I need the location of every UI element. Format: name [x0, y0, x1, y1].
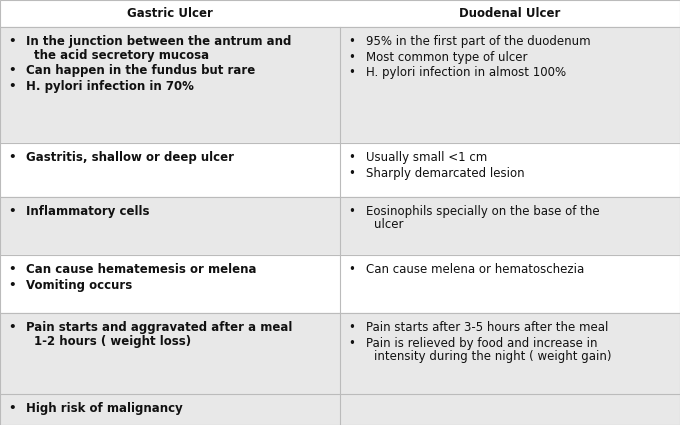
Text: •: •	[348, 205, 355, 218]
Text: •: •	[348, 35, 355, 48]
Text: 95% in the first part of the duodenum: 95% in the first part of the duodenum	[366, 35, 591, 48]
Text: Can cause hematemesis or melena: Can cause hematemesis or melena	[26, 263, 256, 276]
Text: Can cause melena or hematoschezia: Can cause melena or hematoschezia	[366, 263, 584, 276]
Text: 1-2 hours ( weight loss): 1-2 hours ( weight loss)	[34, 335, 191, 348]
Text: Inflammatory cells: Inflammatory cells	[26, 205, 150, 218]
Text: Pain starts after 3-5 hours after the meal: Pain starts after 3-5 hours after the me…	[366, 321, 609, 334]
Text: Sharply demarcated lesion: Sharply demarcated lesion	[366, 167, 525, 180]
Bar	[0, 197, 680, 255]
Text: •: •	[8, 35, 16, 48]
Text: •: •	[8, 278, 16, 292]
Bar	[0, 255, 680, 313]
Text: •: •	[348, 263, 355, 276]
Bar	[0, 143, 680, 197]
Bar	[0, 0, 680, 27]
Text: Pain starts and aggravated after a meal: Pain starts and aggravated after a meal	[26, 321, 292, 334]
Text: intensity during the night ( weight gain): intensity during the night ( weight gain…	[374, 350, 611, 363]
Text: Duodenal Ulcer: Duodenal Ulcer	[459, 7, 561, 20]
Text: •: •	[8, 402, 16, 415]
Text: •: •	[8, 263, 16, 276]
Text: •: •	[348, 337, 355, 350]
Text: •: •	[348, 151, 355, 164]
Text: Usually small <1 cm: Usually small <1 cm	[366, 151, 488, 164]
Text: High risk of malignancy: High risk of malignancy	[26, 402, 183, 415]
Text: Vomiting occurs: Vomiting occurs	[26, 278, 132, 292]
Text: •: •	[348, 167, 355, 180]
Text: •: •	[8, 321, 16, 334]
Text: •: •	[8, 205, 16, 218]
Text: Most common type of ulcer: Most common type of ulcer	[366, 51, 528, 63]
Text: Eosinophils specially on the base of the: Eosinophils specially on the base of the	[366, 205, 600, 218]
Text: Gastric Ulcer: Gastric Ulcer	[127, 7, 213, 20]
Bar	[0, 394, 680, 425]
Text: •: •	[8, 64, 16, 77]
Text: H. pylori infection in almost 100%: H. pylori infection in almost 100%	[366, 66, 566, 79]
Text: •: •	[8, 151, 16, 164]
Bar	[0, 27, 680, 143]
Text: H. pylori infection in 70%: H. pylori infection in 70%	[26, 79, 194, 93]
Text: ulcer: ulcer	[374, 218, 403, 232]
Text: Gastritis, shallow or deep ulcer: Gastritis, shallow or deep ulcer	[26, 151, 234, 164]
Text: In the junction between the antrum and: In the junction between the antrum and	[26, 35, 291, 48]
Text: •: •	[348, 66, 355, 79]
Text: •: •	[8, 79, 16, 93]
Text: the acid secretory mucosa: the acid secretory mucosa	[34, 48, 209, 62]
Text: •: •	[348, 321, 355, 334]
Bar	[0, 313, 680, 394]
Text: •: •	[348, 51, 355, 63]
Text: Pain is relieved by food and increase in: Pain is relieved by food and increase in	[366, 337, 598, 350]
Text: Can happen in the fundus but rare: Can happen in the fundus but rare	[26, 64, 255, 77]
